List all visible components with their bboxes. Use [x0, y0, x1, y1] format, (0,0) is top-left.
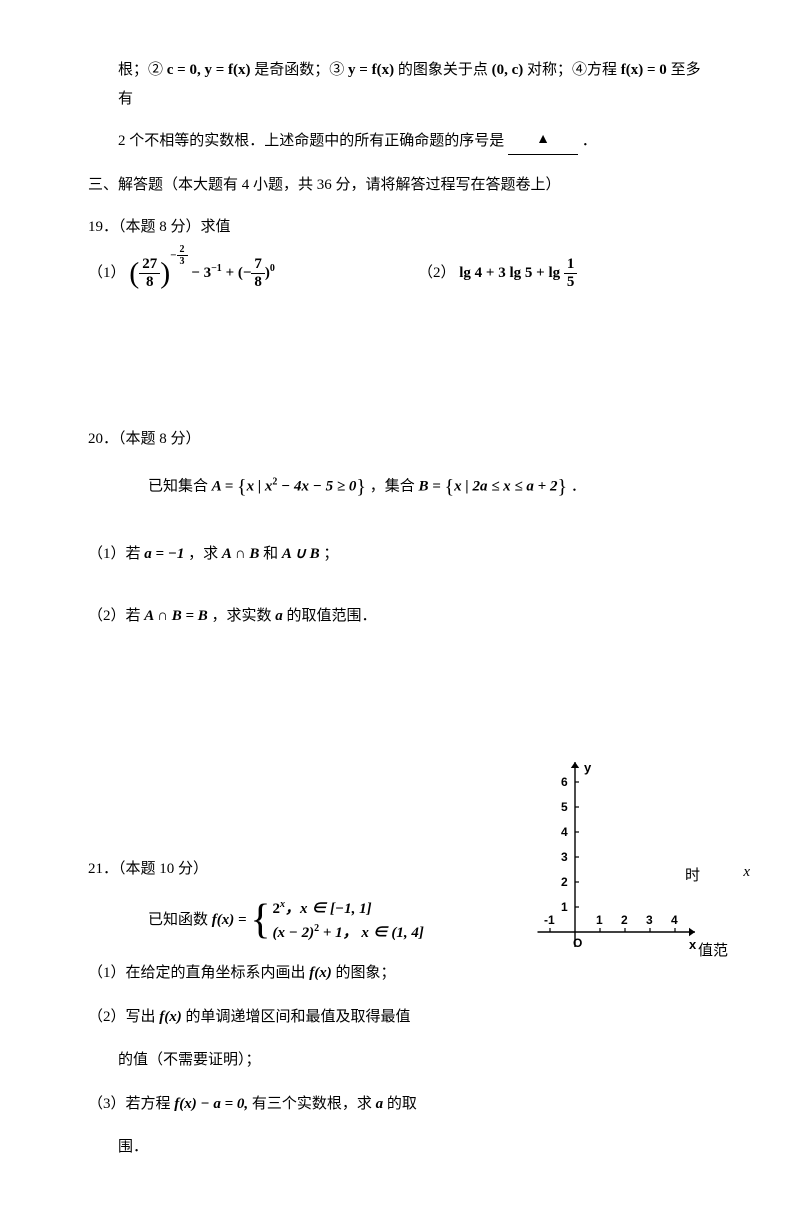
math: y = f(x)	[348, 62, 394, 78]
q21-sub2: （2）写出 f(x) 的单调递增区间和最值及取得最值	[88, 1002, 462, 1034]
float-text-x: x	[743, 864, 750, 881]
q19-sub2-label: （2）	[418, 265, 456, 281]
svg-text:6: 6	[561, 775, 568, 789]
q19-header: 19．（本题 8 分）求值	[88, 213, 712, 242]
q20-sets: 已知集合 A = {x | x2 − 4x − 5 ≥ 0} ，集合 B = {…	[88, 468, 712, 506]
text: 已知集合	[148, 478, 212, 494]
svg-text:1: 1	[561, 900, 568, 914]
svg-text:y: y	[584, 760, 592, 775]
section-3-header: 三、解答题（本大题有 4 小题，共 36 分，请将解答过程写在答题卷上）	[88, 171, 712, 200]
math: (0, c)	[492, 62, 524, 78]
q21-sub3-cont: 围．	[88, 1132, 462, 1164]
svg-text:3: 3	[646, 913, 653, 927]
q21-sub1: （1）在给定的直角坐标系内画出 f(x) 的图象；	[88, 958, 462, 990]
text: 2 个不相等的实数根．上述命题中的所有正确命题的序号是	[118, 133, 504, 149]
text: ．	[571, 478, 586, 494]
math: f(x) = 0	[621, 62, 667, 78]
text: ，集合	[370, 478, 419, 494]
q20-header: 20．（本题 8 分）	[88, 425, 712, 454]
q18-continuation-line1: 根；② c = 0, y = f(x) 是奇函数；③ y = f(x) 的图象关…	[88, 56, 712, 113]
q19-equations: （1） (278)−23 − 3−1 + (−78)0 （2） lg 4 + 3…	[88, 256, 712, 292]
svg-text:2: 2	[621, 913, 628, 927]
text: 是奇函数；③	[254, 62, 348, 78]
q19-eq1: (278)−23 − 3−1 + (−78)0	[129, 265, 275, 281]
text: 的图象关于点	[398, 62, 492, 78]
q19-sub1-label: （1）	[88, 265, 126, 281]
coordinate-svg: -1 1 2 3 4 1 2 3 4 5 6 Ox y	[525, 742, 740, 972]
triangle-marker: ▲	[536, 127, 550, 154]
set-A-head: A =	[212, 478, 237, 494]
math: c = 0, y = f(x)	[167, 62, 251, 78]
svg-text:1: 1	[596, 913, 603, 927]
text: 根；②	[118, 62, 167, 78]
q19-eq2-container: （2） lg 4 + 3 lg 5 + lg 15	[418, 256, 577, 292]
svg-text:O: O	[573, 936, 582, 950]
svg-text:4: 4	[561, 825, 568, 839]
text: ．	[582, 133, 597, 149]
q18-continuation-line2: 2 个不相等的实数根．上述命题中的所有正确命题的序号是 ▲ ．	[88, 127, 712, 157]
q20-sub1: （1）若 a = −1 ，求 A ∩ B 和 A ∪ B ；	[88, 540, 712, 569]
q21-sub2-cont: 的值（不需要证明）；	[88, 1045, 462, 1077]
piece-case-2: (x − 2)2 + 1， x ∈ (1, 4]	[272, 921, 423, 945]
coordinate-plane: -1 1 2 3 4 1 2 3 4 5 6 Ox y	[525, 742, 740, 972]
piece-case-1: 2x，x ∈ [−1, 1]	[272, 897, 423, 921]
answer-blank: ▲	[508, 125, 578, 155]
q19-eq2: lg 4 + 3 lg 5 + lg 15	[459, 265, 577, 281]
q21-sub3: （3）若方程 f(x) − a = 0, 有三个实数根，求 a 的取	[88, 1089, 462, 1121]
text: 对称；④方程	[527, 62, 621, 78]
svg-text:-1: -1	[544, 913, 555, 927]
svg-text:2: 2	[561, 875, 568, 889]
svg-text:4: 4	[671, 913, 678, 927]
q20-sub2: （2）若 A ∩ B = B ，求实数 a 的取值范围．	[88, 602, 712, 631]
svg-text:3: 3	[561, 850, 568, 864]
svg-text:x: x	[689, 937, 697, 952]
piecewise-function: { 2x，x ∈ [−1, 1] (x − 2)2 + 1， x ∈ (1, 4…	[250, 897, 424, 944]
svg-text:5: 5	[561, 800, 568, 814]
set-B-head: B =	[418, 478, 444, 494]
